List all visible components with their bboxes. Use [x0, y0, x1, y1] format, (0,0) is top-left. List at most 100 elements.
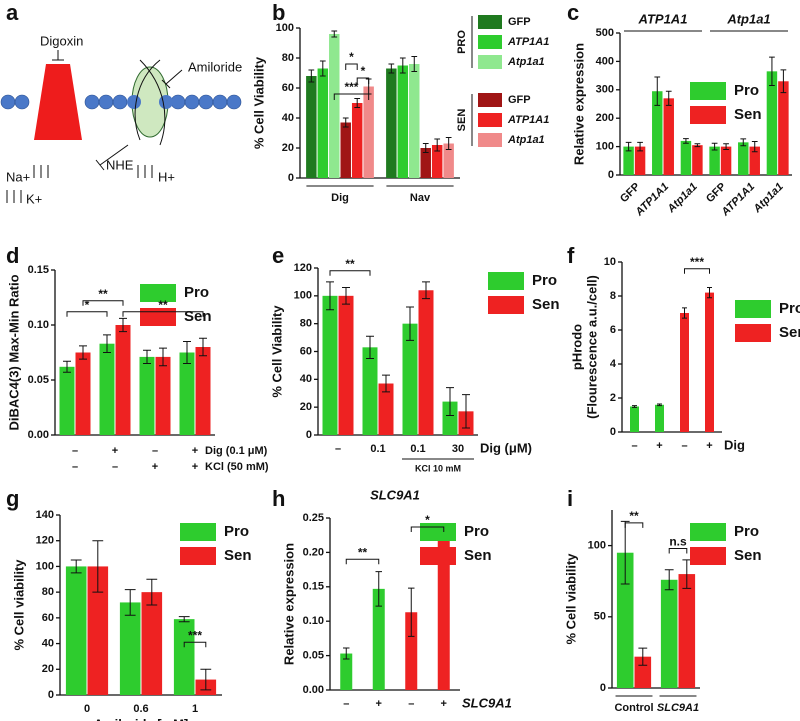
bar	[75, 352, 91, 435]
x-tick-label: –	[335, 443, 341, 455]
significance-label: *	[361, 64, 366, 78]
legend-label: Sen	[532, 296, 560, 313]
y-tick-label: 0.10	[303, 615, 324, 627]
significance-label: **	[629, 509, 639, 523]
legend-swatch	[690, 106, 726, 124]
significance-label: ***	[690, 255, 704, 269]
error-bar	[711, 142, 718, 151]
significance-bracket	[345, 63, 358, 70]
y-axis-label: DiBAC4(3) Max-Min Ratio	[6, 274, 21, 430]
y-tick-label: 0.25	[303, 512, 324, 524]
up-arrows	[33, 165, 153, 178]
error-bar	[342, 286, 350, 305]
error-bar	[625, 141, 632, 152]
panel-label: f	[567, 243, 575, 268]
bar	[623, 146, 634, 175]
x-tick-label: +	[706, 440, 712, 452]
y-tick-label: 400	[596, 55, 614, 67]
significance-bracket	[183, 641, 207, 648]
bar	[322, 295, 338, 435]
legend-label: Pro	[532, 272, 557, 289]
legend-label: Sen	[734, 106, 762, 123]
legend-swatch	[478, 133, 502, 147]
bar	[663, 98, 674, 175]
legend-label: Atp1a1	[507, 134, 545, 146]
error-bar	[632, 405, 637, 408]
significance-bracket	[410, 526, 445, 532]
y-tick-label: 100	[588, 540, 606, 552]
legend-swatch	[140, 284, 176, 302]
error-bar	[354, 98, 361, 108]
bar	[705, 292, 714, 432]
error-bar	[740, 138, 747, 147]
error-bar	[682, 307, 687, 319]
error-bar	[92, 540, 104, 593]
bar	[99, 343, 115, 435]
bracket-label: KCl 10 mM	[415, 463, 461, 473]
error-bar	[375, 571, 382, 607]
panel-label: c	[567, 0, 579, 25]
error-bar	[366, 335, 374, 359]
y-tick-label: 0	[288, 172, 294, 184]
chart-title: SLC9A1	[370, 487, 420, 502]
y-tick-label: 80	[300, 318, 312, 330]
bar	[678, 574, 696, 688]
y-tick-label: 0	[48, 689, 54, 701]
error-bar	[637, 141, 643, 152]
x-tick-label: Dig	[331, 192, 349, 204]
bar	[630, 406, 639, 432]
x-tick-label: –	[681, 440, 687, 452]
na-k-atpase	[34, 64, 82, 140]
bar	[660, 579, 678, 688]
x-tick-label: +	[152, 461, 158, 473]
error-bar	[63, 360, 71, 373]
legend-label: Pro	[464, 523, 489, 540]
error-bar	[308, 69, 315, 83]
group-label: ATP1A1	[638, 11, 688, 26]
significance-label: **	[158, 298, 168, 312]
error-bar	[445, 137, 452, 150]
y-tick-label: 40	[300, 373, 312, 385]
significance-bracket	[82, 300, 124, 306]
y-tick-label: 6	[610, 324, 616, 336]
legend-swatch	[420, 523, 456, 541]
legend-swatch	[735, 300, 771, 318]
significance-label: *	[85, 298, 90, 312]
y-axis-label: (Flourescence a.u./cell)	[584, 275, 599, 419]
significance-label: *	[349, 50, 354, 64]
y-tick-label: 0	[600, 682, 606, 694]
error-bar	[159, 347, 167, 367]
label: K+	[26, 191, 42, 206]
panel-label: h	[272, 486, 285, 511]
y-tick-label: 2	[610, 392, 616, 404]
bar	[766, 71, 778, 175]
y-tick-label: 120	[36, 535, 54, 547]
y-tick-label: 200	[596, 112, 614, 124]
y-tick-label: 10	[604, 256, 616, 268]
error-bar	[343, 647, 350, 660]
error-bar	[723, 143, 729, 150]
x-tick-label: Control	[614, 702, 653, 714]
label: Digoxin	[40, 33, 83, 48]
inhibit-line	[52, 50, 64, 61]
significance-bracket	[66, 311, 108, 317]
legend-swatch	[690, 523, 726, 541]
y-tick-label: 20	[282, 142, 294, 154]
x-tick-label: +	[192, 461, 198, 473]
legend-swatch	[690, 547, 726, 565]
x-axis-label: Dig	[724, 437, 745, 452]
significance-label: **	[345, 257, 355, 271]
legend-label: Atp1a1	[507, 56, 545, 68]
legend-label: Sen	[224, 547, 252, 564]
significance-bracket	[333, 93, 370, 100]
legend-label: Pro	[224, 523, 249, 540]
y-axis-label: % Cell viability	[11, 559, 26, 651]
error-bar	[434, 138, 441, 152]
error-bar	[79, 345, 87, 360]
legend-swatch	[140, 308, 176, 326]
bar	[115, 325, 131, 435]
error-bar	[683, 138, 689, 144]
error-bar	[406, 306, 414, 341]
legend-swatch	[478, 113, 502, 127]
